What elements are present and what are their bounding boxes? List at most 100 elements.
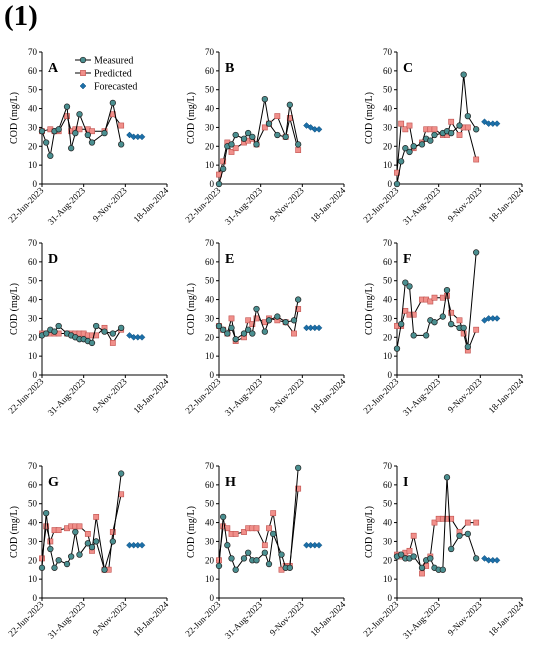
y-tick-label: 70 [205,461,215,471]
measured-point [290,317,298,324]
measured-point [402,279,409,286]
x-tick-label: 9-Nov-2023 [446,185,485,224]
y-tick-label: 30 [383,313,393,323]
y-tick-label: 70 [205,238,215,248]
y-tick-label: 20 [28,332,38,342]
measured-point [101,566,108,573]
series-forecasted [303,122,323,133]
x-tick-label: 31-Aug-2023 [223,599,265,641]
measured-point [398,158,405,165]
x-tick-label: 18-Jan-2024 [487,185,526,224]
series-measured [215,296,302,343]
x-tick-label: 9-Nov-2023 [268,599,307,638]
measured-point [443,286,451,294]
x-tick-label: 22-Jun-2023 [183,599,223,639]
y-tick-label: 70 [28,47,38,57]
measured-point [473,555,480,562]
measured-point [43,330,50,337]
predicted-point [402,126,409,133]
x-tick-label: 9-Nov-2023 [91,185,130,224]
measured-point [410,332,417,339]
measured-point [265,560,273,568]
forecasted-point [138,333,146,341]
y-tick-label: 10 [205,574,215,584]
predicted-point [89,128,95,135]
y-axis-title: COD (mg/L) [364,92,375,144]
y-tick-label: 0 [388,370,393,380]
y-tick-label: 40 [28,295,38,305]
forecasted-point [493,120,501,128]
x-tick-label: 31-Aug-2023 [401,376,443,418]
y-tick-label: 10 [28,351,38,361]
series-forecasted [481,555,501,564]
predicted-point [295,147,302,153]
y-tick-label: 70 [28,238,38,248]
measured-point [270,530,277,538]
measured-point [93,322,100,330]
legend-label: Predicted [94,69,132,80]
y-tick-label: 40 [383,295,393,305]
measured-point [249,133,256,141]
measured-point [240,555,248,562]
predicted-point [266,525,272,532]
measured-point [47,545,54,553]
y-tick-label: 70 [383,47,393,57]
measured-point [286,564,293,571]
predicted-point [64,113,70,120]
y-tick-label: 40 [205,295,215,305]
measured-point [232,566,239,573]
measured-point [253,557,260,564]
measured-point [261,549,268,556]
measured-point [460,71,467,78]
predicted-point [109,529,116,535]
measured-point [245,129,252,137]
predicted-point [55,527,62,534]
predicted-point [473,519,480,526]
predicted-point [253,525,260,532]
y-tick-label: 10 [205,351,215,361]
y-tick-label: 30 [28,122,38,132]
measured-point [274,313,281,320]
predicted-point [464,519,471,526]
y-tick-label: 50 [383,85,393,95]
series-predicted [394,118,480,176]
y-tick-label: 10 [28,160,38,170]
panel-letter: I [403,475,408,490]
legend-label: Forecasted [94,82,137,93]
measured-point [448,545,455,553]
x-tick-label: 22-Jun-2023 [6,185,46,225]
panel-letter: C [403,61,413,76]
predicted-point [76,523,83,530]
measured-point [224,330,231,337]
panel-letter: E [225,252,234,267]
y-tick-label: 10 [383,160,393,170]
x-tick-label: 22-Jun-2023 [183,185,223,225]
predicted-point [398,120,405,127]
measured-point [443,474,451,481]
measured-point [295,141,302,148]
measured-point [76,111,83,118]
measured-point [286,101,293,108]
y-tick-label: 70 [383,238,393,248]
predicted-point [448,515,455,522]
measured-point [464,343,471,350]
predicted-point [431,126,438,133]
predicted-point [410,532,417,539]
measured-point [427,555,434,562]
measured-point [398,551,405,558]
measured-point [398,320,405,328]
x-tick-label: 18-Jan-2024 [309,376,348,415]
measured-point [109,538,116,545]
predicted-point [39,555,45,562]
x-tick-label: 18-Jan-2024 [132,376,171,415]
x-tick-label: 22-Jun-2023 [6,376,46,416]
predicted-point [431,519,438,526]
measured-point [410,143,417,150]
forecasted-point [303,122,310,129]
series-predicted [39,491,125,573]
measured-point [464,530,471,538]
measured-point [68,145,75,152]
chart-panel-e: 0 10 20 30 40 50 60 70 22-Jun-2023 31-Aug-2023 9-N… [183,238,348,418]
measured-point [228,141,235,148]
measured-point [68,553,75,560]
